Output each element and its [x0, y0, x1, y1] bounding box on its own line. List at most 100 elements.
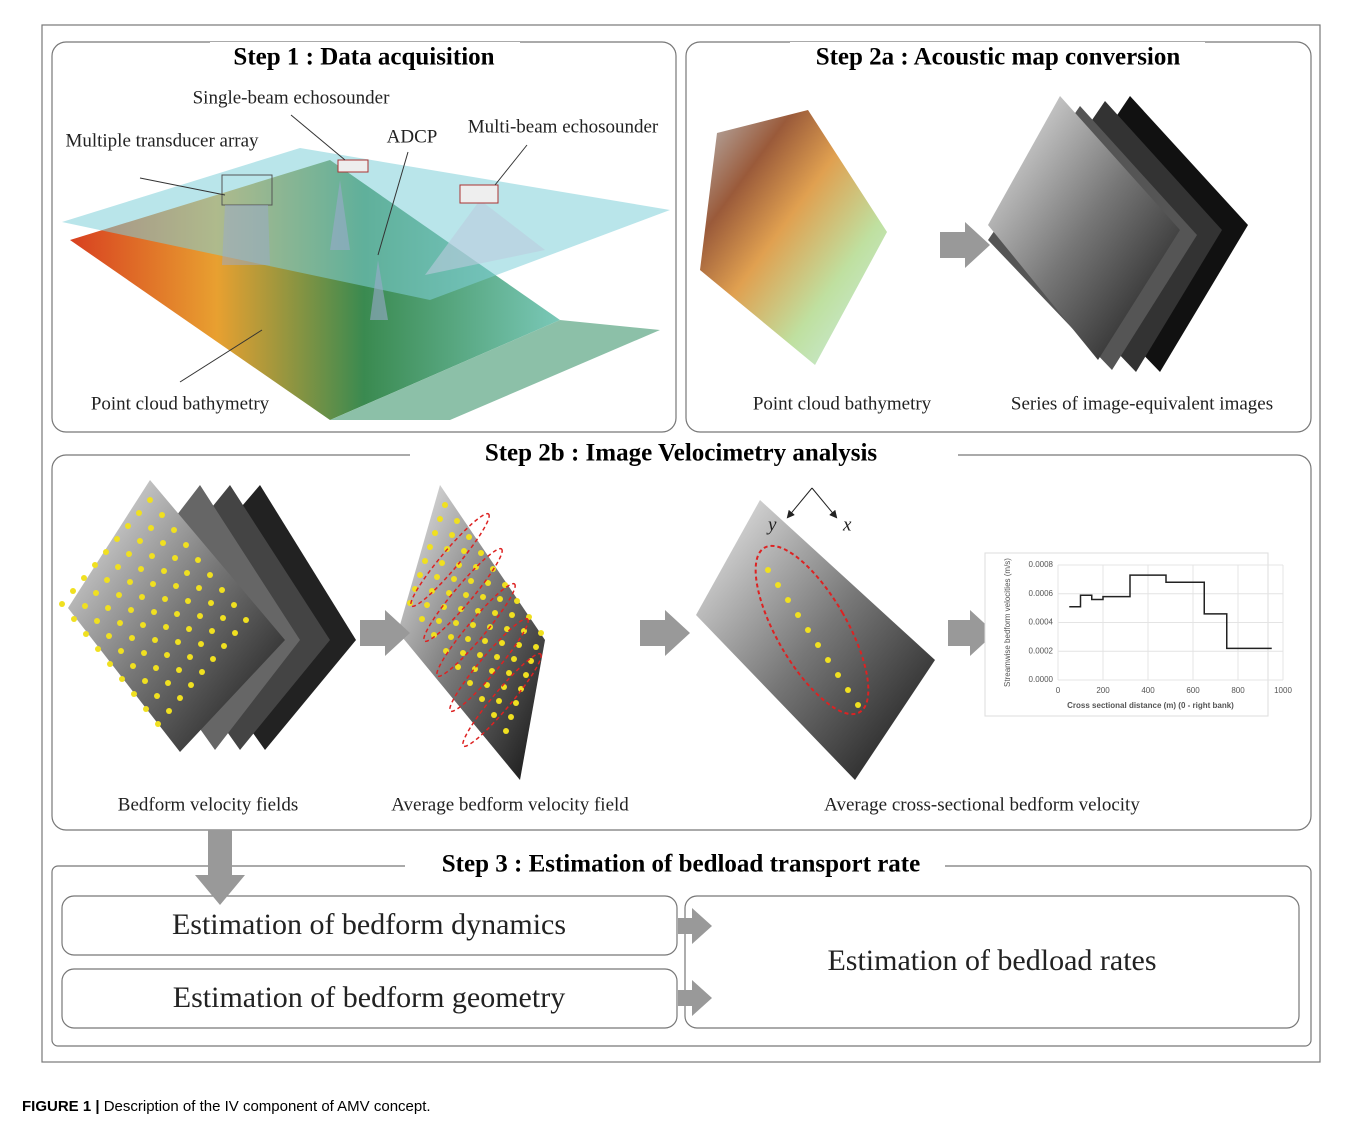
- vector-dot: [198, 641, 204, 647]
- vector-dot: [479, 696, 485, 702]
- vector-dot: [142, 678, 148, 684]
- vector-dot: [417, 572, 423, 578]
- vector-dot: [92, 562, 98, 568]
- vector-dot: [196, 585, 202, 591]
- vector-dot: [163, 624, 169, 630]
- vector-dot: [491, 712, 497, 718]
- vector-dot: [835, 672, 841, 678]
- page: {"step1":{"title":"Step 1 : Data acquisi…: [0, 0, 1360, 1135]
- vector-dot: [114, 536, 120, 542]
- y-axis-label: Streamwise bedform velocities (m/s): [1003, 558, 1012, 687]
- vector-dot: [184, 570, 190, 576]
- vector-dot: [143, 706, 149, 712]
- vector-dot: [453, 620, 459, 626]
- vector-dot: [795, 612, 801, 618]
- y-tick-label: 0.0008: [1029, 560, 1054, 569]
- vector-dot: [538, 630, 544, 636]
- label: Single-beam echosounder: [193, 87, 390, 108]
- axis-arrow: [812, 488, 836, 517]
- vector-dot: [434, 574, 440, 580]
- label: Average cross-sectional bedform velocity: [824, 794, 1140, 815]
- vector-dot: [439, 560, 445, 566]
- vector-dot: [81, 575, 87, 581]
- vector-dot: [176, 667, 182, 673]
- vector-dot: [140, 622, 146, 628]
- y-tick-label: 0.0004: [1029, 618, 1054, 627]
- vector-dot: [492, 610, 498, 616]
- vector-dot: [465, 636, 471, 642]
- axis-label: x: [842, 514, 852, 535]
- label: Point cloud bathymetry: [753, 393, 932, 414]
- vector-dot: [154, 693, 160, 699]
- vector-dot: [436, 618, 442, 624]
- vector-dot: [153, 665, 159, 671]
- label: Point cloud bathymetry: [91, 393, 270, 414]
- x-tick-label: 400: [1141, 686, 1155, 695]
- vector-dot: [511, 656, 517, 662]
- axis-label: y: [766, 514, 777, 535]
- velocity-fields: [68, 480, 935, 780]
- vector-dot: [523, 672, 529, 678]
- vector-dot: [480, 594, 486, 600]
- box-label: Estimation of bedload rates: [827, 944, 1156, 977]
- vector-dot: [466, 534, 472, 540]
- vector-dot: [815, 642, 821, 648]
- caption: FIGURE 1 | Description of the IV compone…: [22, 1098, 431, 1115]
- vector-dot: [197, 613, 203, 619]
- y-tick-label: 0.0002: [1029, 646, 1054, 655]
- vector-dot: [451, 576, 457, 582]
- vector-dot: [106, 633, 112, 639]
- vector-dot: [141, 650, 147, 656]
- vector-dot: [785, 597, 791, 603]
- vector-dot: [482, 638, 488, 644]
- vector-dot: [59, 601, 65, 607]
- vector-dot: [478, 550, 484, 556]
- vector-dot: [467, 680, 473, 686]
- vector-dot: [199, 669, 205, 675]
- vector-dot: [468, 578, 474, 584]
- vector-dot: [503, 728, 509, 734]
- vector-dot: [93, 590, 99, 596]
- vector-dot: [83, 631, 89, 637]
- label: Series of image-equivalent images: [1011, 393, 1273, 414]
- caption-label: FIGURE 1 |: [22, 1098, 100, 1115]
- vector-dot: [805, 627, 811, 633]
- vector-dot: [422, 558, 428, 564]
- vector-dot: [775, 582, 781, 588]
- bathymetry-map: [700, 110, 887, 365]
- arrow: [678, 980, 712, 1016]
- vector-dot: [231, 602, 237, 608]
- vector-dot: [162, 596, 168, 602]
- label: Multi-beam echosounder: [468, 116, 659, 137]
- vector-dot: [149, 553, 155, 559]
- vector-dot: [232, 630, 238, 636]
- vector-dot: [825, 657, 831, 663]
- arrow: [940, 222, 990, 268]
- vector-dot: [499, 640, 505, 646]
- vector-dot: [139, 594, 145, 600]
- vector-dot: [175, 639, 181, 645]
- x-axis-label: Cross sectional distance (m) (0 - right …: [1067, 701, 1234, 710]
- vector-dot: [477, 652, 483, 658]
- vector-dot: [164, 652, 170, 658]
- vector-dot: [165, 680, 171, 686]
- vector-dot: [128, 607, 134, 613]
- vector-dot: [461, 548, 467, 554]
- label: ADCP: [387, 126, 438, 147]
- x-tick-label: 800: [1231, 686, 1245, 695]
- y-tick-label: 0.0000: [1029, 675, 1054, 684]
- vector-dot: [513, 700, 519, 706]
- vector-dot: [136, 510, 142, 516]
- vector-dot: [160, 540, 166, 546]
- vector-dot: [105, 605, 111, 611]
- vector-dot: [161, 568, 167, 574]
- vector-dot: [172, 555, 178, 561]
- vector-dot: [151, 609, 157, 615]
- x-tick-label: 200: [1096, 686, 1110, 695]
- vector-dot: [449, 532, 455, 538]
- vector-dot: [118, 648, 124, 654]
- vector-dot: [185, 598, 191, 604]
- vector-dot: [183, 542, 189, 548]
- vector-dot: [152, 637, 158, 643]
- vector-dot: [463, 592, 469, 598]
